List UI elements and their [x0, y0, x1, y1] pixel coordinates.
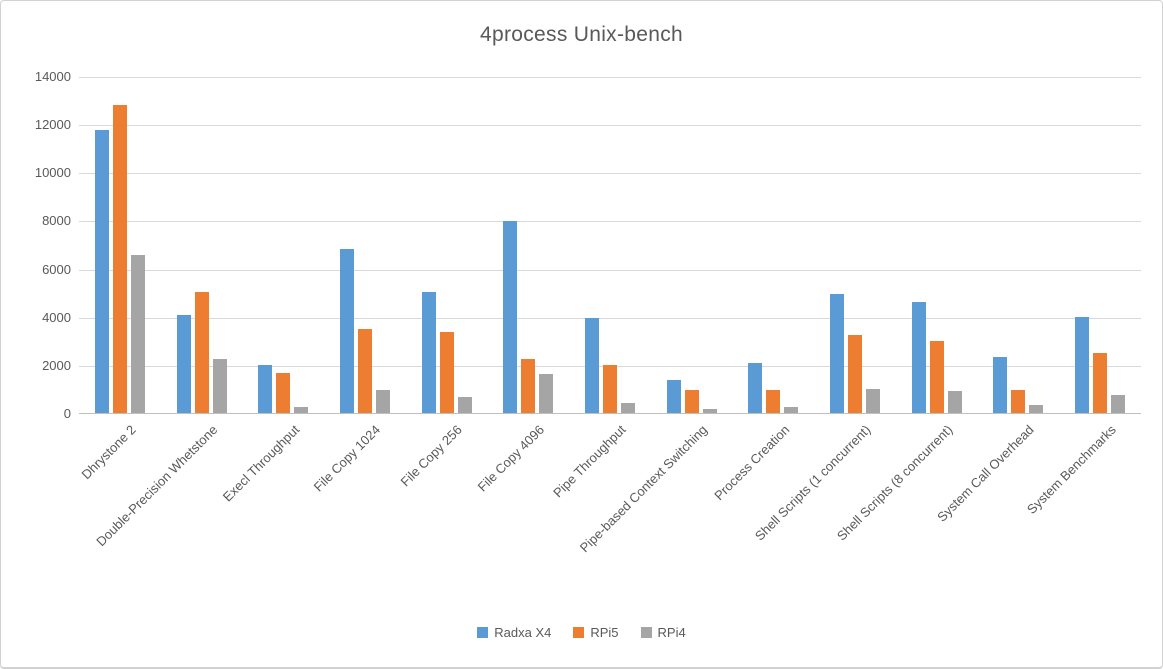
bar-rpi5	[602, 365, 617, 414]
category-slot-double-precision-whetstone	[161, 77, 243, 414]
bar-radxa-x4	[993, 357, 1008, 414]
bar-rpi5	[1093, 353, 1108, 414]
bar-radxa-x4	[666, 380, 681, 414]
bar-rpi5	[684, 390, 699, 414]
legend-swatch-radxa-x4	[477, 627, 489, 638]
x-category-label: Process Creation	[710, 422, 792, 504]
legend-swatch-rpi4	[640, 627, 652, 638]
y-tick-label: 6000	[42, 261, 71, 277]
y-tick-label: 8000	[42, 213, 71, 229]
bar-rpi4	[457, 397, 472, 414]
bar-radxa-x4	[748, 363, 763, 414]
bar-rpi5	[929, 341, 944, 414]
bar-rpi4	[130, 255, 145, 414]
bar-rpi4	[375, 390, 390, 414]
bar-rpi4	[947, 391, 962, 414]
bar-rpi5	[848, 335, 863, 414]
bar-radxa-x4	[1075, 317, 1090, 414]
legend-label: RPi4	[657, 625, 686, 640]
plot-area	[79, 77, 1141, 414]
bar-radxa-x4	[176, 315, 191, 414]
bar-radxa-x4	[421, 292, 436, 414]
x-axis-line	[79, 413, 1141, 414]
y-tick-label: 0	[63, 406, 71, 421]
bar-radxa-x4	[584, 318, 599, 414]
bar-rpi4	[1029, 405, 1044, 414]
x-category-label: Dhrystone 2	[78, 422, 139, 483]
bar-rpi5	[112, 105, 127, 414]
category-slot-shell-scripts-1-concurrent-	[814, 77, 896, 414]
y-tick-label: 12000	[34, 117, 71, 133]
bar-radxa-x4	[503, 221, 518, 414]
bar-rpi4	[212, 359, 227, 414]
category-slot-pipe-throughput	[569, 77, 651, 414]
x-category-label: System Benchmarks	[1023, 422, 1119, 517]
bar-rpi4	[294, 407, 309, 414]
legend-item-radxa-x4: Radxa X4	[477, 625, 551, 640]
legend-item-rpi4: RPi4	[640, 625, 686, 640]
x-category-label: Pipe Throughput	[550, 422, 629, 501]
category-slot-system-call-overhead	[978, 77, 1060, 414]
y-tick-label: 10000	[34, 165, 71, 181]
gridline-6000	[79, 269, 1141, 271]
category-slot-file-copy-1024	[324, 77, 406, 414]
bar-radxa-x4	[258, 365, 273, 414]
y-axis: 0 2000 4000 6000 8000 10000 12000 14000	[1, 69, 71, 421]
gridline-8000	[79, 221, 1141, 223]
bar-rpi4	[539, 374, 554, 414]
gridline-12000	[79, 125, 1141, 127]
bars-layer	[79, 77, 1141, 414]
x-category-label: File Copy 256	[397, 422, 466, 490]
bar-radxa-x4	[339, 249, 354, 414]
legend-label: Radxa X4	[494, 625, 552, 640]
legend-item-rpi5: RPi5	[573, 625, 619, 640]
y-tick-label: 14000	[34, 69, 71, 84]
legend-label: RPi5	[590, 625, 619, 640]
chart-title: 4process Unix-bench	[480, 23, 683, 46]
x-axis-labels: Dhrystone 2 Double-Precision Whetstone Exe…	[78, 422, 1141, 612]
legend: Radxa X4 RPi5 RPi4	[1, 625, 1162, 640]
category-slot-file-copy-256	[406, 77, 488, 414]
gridline-4000	[79, 317, 1141, 319]
category-slot-dhrystone-2	[79, 77, 161, 414]
category-slot-process-creation	[733, 77, 815, 414]
category-slot-system-benchmarks	[1059, 77, 1141, 414]
bar-rpi4	[866, 389, 881, 414]
bar-rpi5	[439, 332, 454, 414]
category-slot-execl-throughput	[242, 77, 324, 414]
y-tick-label: 4000	[42, 309, 71, 325]
category-slot-file-copy-4096	[487, 77, 569, 414]
category-slot-pipe-based-context-switching	[651, 77, 733, 414]
x-category-label: File Copy 1024	[311, 422, 384, 495]
x-category-label: File Copy 4096	[474, 422, 547, 495]
bar-rpi5	[276, 373, 291, 414]
bar-rpi4	[784, 407, 799, 414]
x-category-label: Execl Throughput	[219, 422, 302, 505]
bar-rpi5	[357, 329, 372, 414]
bar-rpi5	[766, 390, 781, 414]
bar-rpi5	[1011, 390, 1026, 414]
y-tick-label: 2000	[42, 357, 71, 373]
category-slot-shell-scripts-8-concurrent-	[896, 77, 978, 414]
bar-rpi5	[521, 359, 536, 414]
legend-swatch-rpi5	[573, 627, 585, 638]
bar-rpi4	[620, 403, 635, 414]
bar-rpi5	[194, 292, 209, 414]
bar-rpi4	[702, 409, 717, 414]
bar-radxa-x4	[830, 294, 845, 414]
bar-radxa-x4	[94, 130, 109, 414]
gridline-10000	[79, 173, 1141, 175]
gridline-14000	[79, 77, 1141, 78]
bar-rpi4	[1111, 395, 1126, 414]
bar-radxa-x4	[911, 302, 926, 414]
